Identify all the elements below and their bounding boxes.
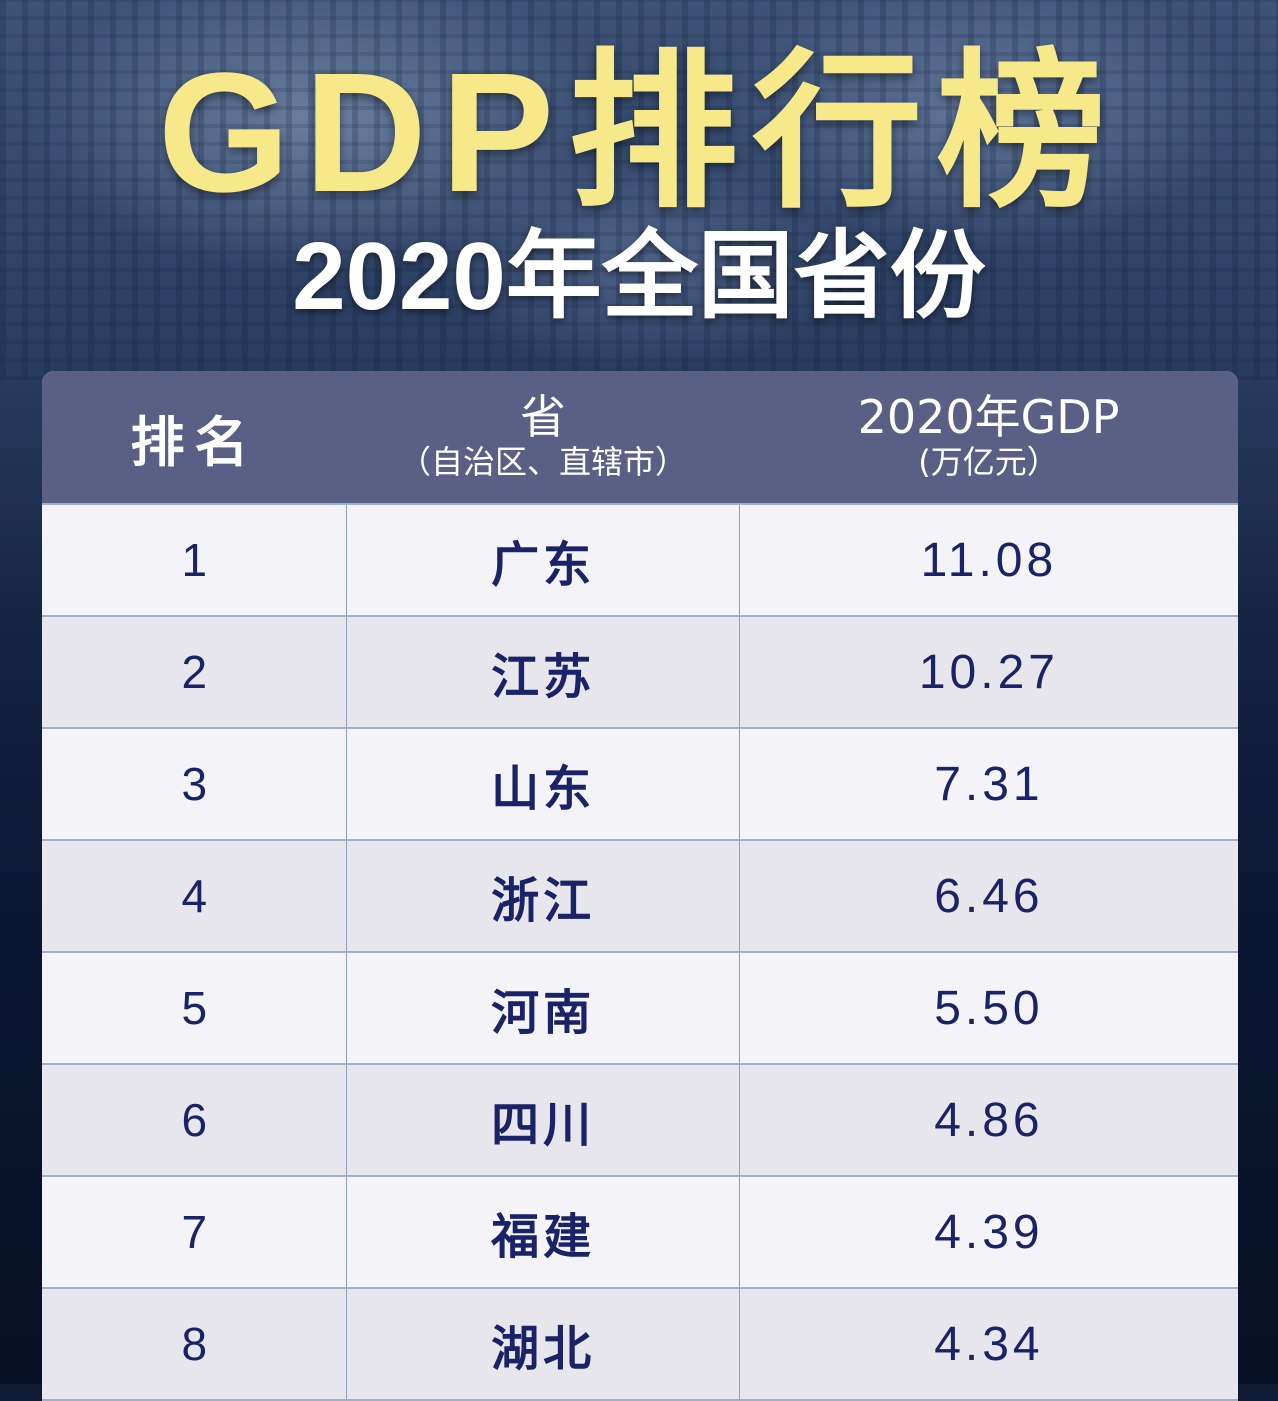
- province-cell: 福建: [347, 1177, 740, 1287]
- province-cell: 山东: [347, 729, 740, 839]
- province-cell: 四川: [347, 1065, 740, 1175]
- province-cell: 浙江: [347, 841, 740, 951]
- province-cell: 河南: [347, 953, 740, 1063]
- gdp-ranking-table: 排名 省 （自治区、直辖市） 2020年GDP (万亿元） 1 广东 11.08…: [42, 371, 1238, 1401]
- column-header-rank: 排名: [42, 371, 347, 503]
- rank-cell: 1: [42, 505, 348, 615]
- gdp-cell: 4.86: [934, 1093, 1044, 1147]
- province-cell: 江苏: [347, 617, 740, 727]
- table-row: 5 河南 5.50: [42, 951, 1238, 1063]
- gdp-cell: 10.27: [918, 645, 1059, 699]
- gdp-cell: 7.31: [934, 757, 1044, 811]
- rank-cell: 2: [42, 617, 348, 727]
- rank-cell: 4: [42, 841, 348, 951]
- column-sublabel: （自治区、直辖市）: [398, 443, 687, 481]
- rank-cell: 3: [42, 729, 348, 839]
- gdp-cell: 6.46: [934, 869, 1044, 923]
- column-label: 省: [520, 390, 566, 444]
- column-sublabel: (万亿元）: [918, 443, 1059, 481]
- column-header-province: 省 （自治区、直辖市）: [347, 371, 739, 503]
- table-row: 3 山东 7.31: [42, 727, 1238, 839]
- gdp-cell: 5.50: [934, 981, 1044, 1035]
- gdp-cell: 4.34: [934, 1317, 1044, 1371]
- province-cell: 湖北: [347, 1289, 740, 1399]
- gdp-cell: 4.39: [934, 1205, 1044, 1259]
- column-label: 2020年GDP: [857, 390, 1120, 444]
- table-row: 1 广东 11.08: [42, 503, 1238, 615]
- page-subtitle: 2020年全国省份: [292, 223, 986, 330]
- table-row: 7 福建 4.39: [42, 1175, 1238, 1287]
- page-title: GDP排行榜: [157, 38, 1121, 228]
- province-cell: 广东: [347, 505, 740, 615]
- table-row: 4 浙江 6.46: [42, 839, 1238, 951]
- rank-cell: 7: [42, 1177, 348, 1287]
- gdp-cell: 11.08: [920, 533, 1058, 587]
- table-row: 6 四川 4.86: [42, 1063, 1238, 1175]
- background-texture: [0, 0, 1278, 380]
- table-row: 2 江苏 10.27: [42, 615, 1238, 727]
- rank-cell: 8: [42, 1289, 348, 1399]
- rank-cell: 5: [42, 953, 348, 1063]
- column-header-gdp: 2020年GDP (万亿元）: [739, 371, 1238, 503]
- column-label: 排名: [130, 410, 259, 474]
- rank-cell: 6: [42, 1065, 348, 1175]
- table-header: 排名 省 （自治区、直辖市） 2020年GDP (万亿元）: [42, 371, 1238, 503]
- table-row: 8 湖北 4.34: [42, 1287, 1238, 1399]
